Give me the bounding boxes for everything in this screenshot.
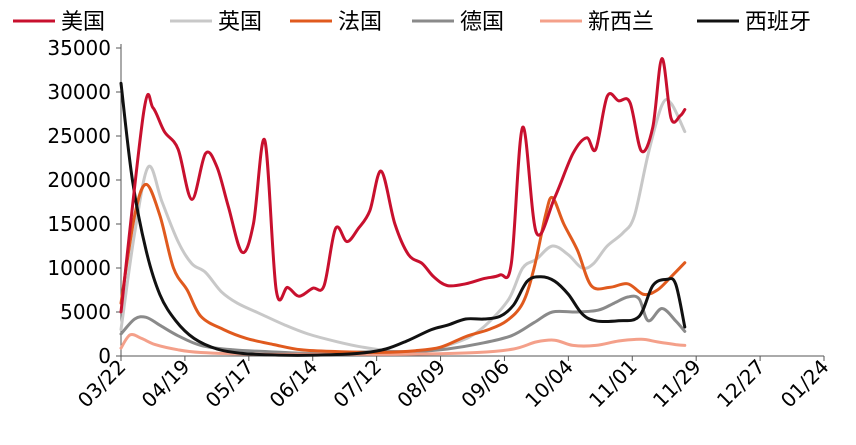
x-tick-label: 10/04 — [520, 355, 578, 413]
y-tick-label: 35000 — [47, 36, 111, 60]
y-tick-label: 0 — [98, 344, 111, 368]
x-tick-label: 11/29 — [648, 355, 706, 413]
legend-item: 美国 — [13, 10, 105, 35]
x-tick-label: 11/01 — [584, 355, 642, 413]
y-ticks: 0 5000 10000 15000 20000 25000 30000 35000 — [47, 36, 121, 368]
legend-item: 英国 — [170, 10, 262, 35]
x-ticks: 03/22 04/19 05/17 06/14 07/12 08/09 09/06 10/04… — [73, 355, 834, 413]
series-line-法国 — [119, 182, 687, 355]
legend: 美国 英国 法国 德国 新西兰 西班牙 — [13, 10, 811, 35]
x-tick-label: 08/09 — [392, 355, 450, 413]
legend-item: 新西兰 — [540, 10, 654, 35]
x-tick-label: 05/17 — [201, 355, 259, 413]
legend-label: 西班牙 — [745, 10, 811, 35]
series-line-德国 — [119, 294, 687, 355]
x-tick-label: 01/24 — [776, 355, 834, 413]
legend-label: 新西兰 — [588, 10, 654, 35]
series-line-新西兰 — [119, 333, 687, 356]
series-line-西班牙 — [119, 81, 687, 357]
legend-item: 德国 — [412, 10, 504, 35]
y-tick-label: 15000 — [47, 212, 111, 236]
y-tick-label: 10000 — [47, 256, 111, 280]
legend-item: 法国 — [290, 10, 382, 35]
series-lines — [119, 57, 687, 357]
x-tick-label: 09/06 — [456, 355, 514, 413]
y-tick-label: 25000 — [47, 124, 111, 148]
legend-item: 西班牙 — [697, 10, 811, 35]
x-tick-label: 07/12 — [328, 355, 386, 413]
x-tick-label: 12/27 — [712, 355, 770, 413]
legend-label: 美国 — [61, 10, 105, 35]
y-tick-label: 30000 — [47, 80, 111, 104]
series-line-美国 — [119, 57, 687, 314]
y-tick-label: 5000 — [60, 300, 111, 324]
x-tick-label: 06/14 — [265, 355, 323, 413]
y-tick-label: 20000 — [47, 168, 111, 192]
legend-label: 德国 — [460, 10, 504, 35]
legend-label: 法国 — [338, 10, 382, 35]
legend-label: 英国 — [218, 10, 262, 35]
x-tick-label: 04/19 — [137, 355, 195, 413]
